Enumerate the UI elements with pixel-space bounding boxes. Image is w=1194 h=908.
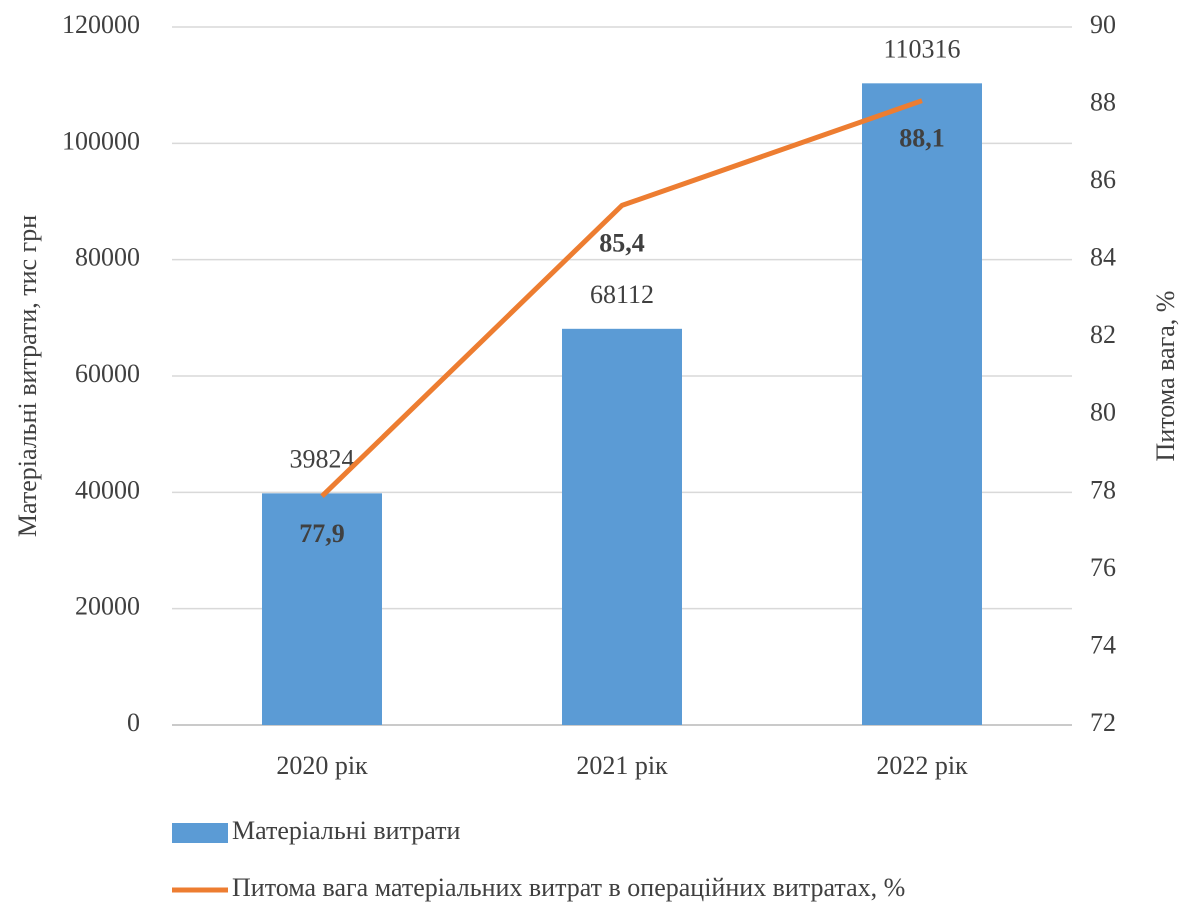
y2-tick-label: 88 — [1090, 88, 1116, 117]
y-tick-label: 80000 — [75, 243, 140, 272]
y2-tick-label: 82 — [1090, 320, 1116, 349]
y2-tick-label: 80 — [1090, 398, 1116, 427]
x-tick-label: 2022 рік — [876, 751, 968, 780]
y-tick-label: 40000 — [75, 475, 140, 504]
y2-tick-label: 76 — [1090, 553, 1116, 582]
y-tick-label: 20000 — [75, 592, 140, 621]
x-tick-label: 2020 рік — [276, 751, 368, 780]
x-tick-label: 2021 рік — [576, 751, 668, 780]
legend-swatch — [172, 823, 228, 843]
line-value-label: 88,1 — [899, 124, 945, 153]
y2-axis-title: Питома вага, % — [1151, 291, 1180, 462]
legend-label: Матеріальні витрати — [232, 816, 460, 845]
y2-tick-label: 84 — [1090, 243, 1116, 272]
y-tick-label: 120000 — [62, 10, 140, 39]
line-value-label: 85,4 — [599, 228, 645, 257]
y-axis-title: Матеріальні витрати, тис грн — [13, 215, 42, 537]
y2-tick-label: 86 — [1090, 165, 1116, 194]
bar — [862, 83, 982, 725]
y2-tick-label: 90 — [1090, 10, 1116, 39]
line-value-label: 77,9 — [299, 519, 345, 548]
bar — [262, 493, 382, 725]
y2-tick-label: 72 — [1090, 708, 1116, 737]
line — [320, 98, 923, 499]
bar — [562, 328, 682, 725]
bar-value-label: 110316 — [883, 34, 960, 63]
legend-label: Питома вага матеріальних витрат в операц… — [232, 873, 905, 902]
y2-tick-label: 74 — [1090, 630, 1116, 659]
bar-value-label: 39824 — [290, 444, 355, 473]
y2-tick-label: 78 — [1090, 475, 1116, 504]
y-tick-label: 0 — [127, 708, 140, 737]
y-tick-label: 100000 — [62, 126, 140, 155]
y-tick-label: 60000 — [75, 359, 140, 388]
bar-value-label: 68112 — [590, 280, 654, 309]
